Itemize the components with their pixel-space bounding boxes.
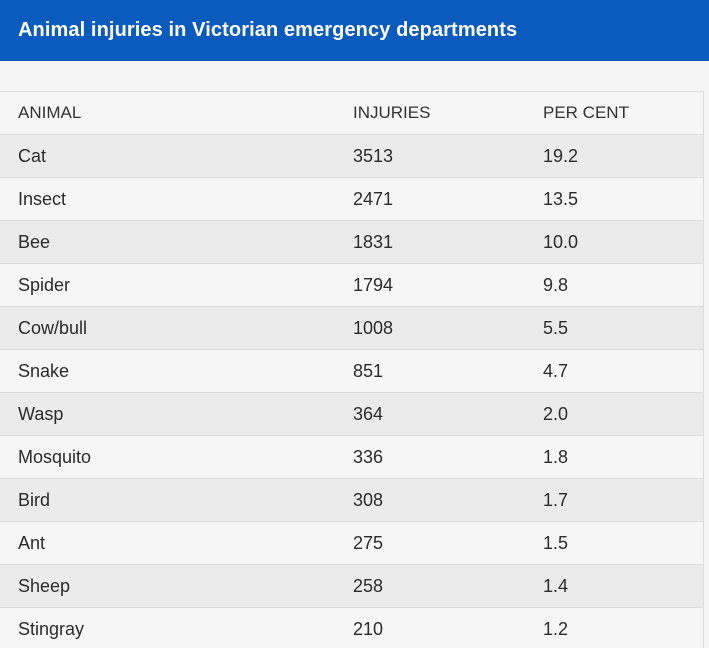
injuries-cell: 851 — [353, 360, 384, 381]
per-cent-cell: 1.2 — [543, 618, 569, 639]
table-row: Snake 851 4.7 — [0, 350, 703, 393]
injuries-cell: 308 — [353, 489, 384, 510]
per-cent-cell: 1.8 — [543, 446, 569, 467]
injuries-cell: 1794 — [353, 274, 394, 295]
per-cent-cell: 9.8 — [543, 274, 569, 295]
table-row: Cat 3513 19.2 — [0, 135, 703, 178]
animal-cell: Stingray — [18, 618, 85, 639]
animal-cell: Cow/bull — [18, 317, 88, 338]
injuries-cell: 210 — [353, 618, 384, 639]
table-row: Cow/bull 1008 5.5 — [0, 307, 703, 350]
column-header-injuries: INJURIES — [353, 103, 431, 122]
per-cent-cell: 1.7 — [543, 489, 569, 510]
per-cent-cell: 1.5 — [543, 532, 569, 553]
animal-cell: Bee — [18, 231, 51, 252]
table-header-row: ANIMAL INJURIES PER CENT — [0, 92, 703, 135]
per-cent-cell: 4.7 — [543, 360, 569, 381]
table-row: Bird 308 1.7 — [0, 479, 703, 522]
injuries-table: ANIMAL INJURIES PER CENT Cat 3513 19.2 I… — [0, 91, 704, 648]
per-cent-cell: 5.5 — [543, 317, 569, 338]
animal-cell: Spider — [18, 274, 71, 295]
injuries-cell: 2471 — [353, 188, 394, 209]
injuries-cell: 258 — [353, 575, 384, 596]
animal-cell: Cat — [18, 145, 47, 166]
injuries-cell: 336 — [353, 446, 384, 467]
table-row: Spider 1794 9.8 — [0, 264, 703, 307]
table-row: Ant 275 1.5 — [0, 522, 703, 565]
table-row: Wasp 364 2.0 — [0, 393, 703, 436]
column-header-animal: ANIMAL — [18, 103, 82, 122]
page-title: Animal injuries in Victorian emergency d… — [18, 18, 518, 41]
animal-cell: Insect — [18, 188, 67, 209]
injuries-cell: 275 — [353, 532, 384, 553]
per-cent-cell: 10.0 — [543, 231, 579, 252]
table-row: Bee 1831 10.0 — [0, 221, 703, 264]
injuries-cell: 3513 — [353, 145, 394, 166]
animal-cell: Ant — [18, 532, 46, 553]
table-row: Mosquito 336 1.8 — [0, 436, 703, 479]
animal-cell: Mosquito — [18, 446, 92, 467]
injuries-cell: 364 — [353, 403, 384, 424]
animal-cell: Sheep — [18, 575, 71, 596]
injuries-cell: 1831 — [353, 231, 394, 252]
title-bar: Animal injuries in Victorian emergency d… — [0, 0, 709, 61]
per-cent-cell: 2.0 — [543, 403, 569, 424]
per-cent-cell: 13.5 — [543, 188, 579, 209]
animal-cell: Bird — [18, 489, 51, 510]
table-row: Stingray 210 1.2 — [0, 608, 703, 648]
per-cent-cell: 1.4 — [543, 575, 569, 596]
animal-cell: Wasp — [18, 403, 64, 424]
column-header-per-cent: PER CENT — [543, 103, 629, 122]
table-row: Sheep 258 1.4 — [0, 565, 703, 608]
injuries-cell: 1008 — [353, 317, 394, 338]
per-cent-cell: 19.2 — [543, 145, 579, 166]
table-row: Insect 2471 13.5 — [0, 178, 703, 221]
animal-cell: Snake — [18, 360, 70, 381]
